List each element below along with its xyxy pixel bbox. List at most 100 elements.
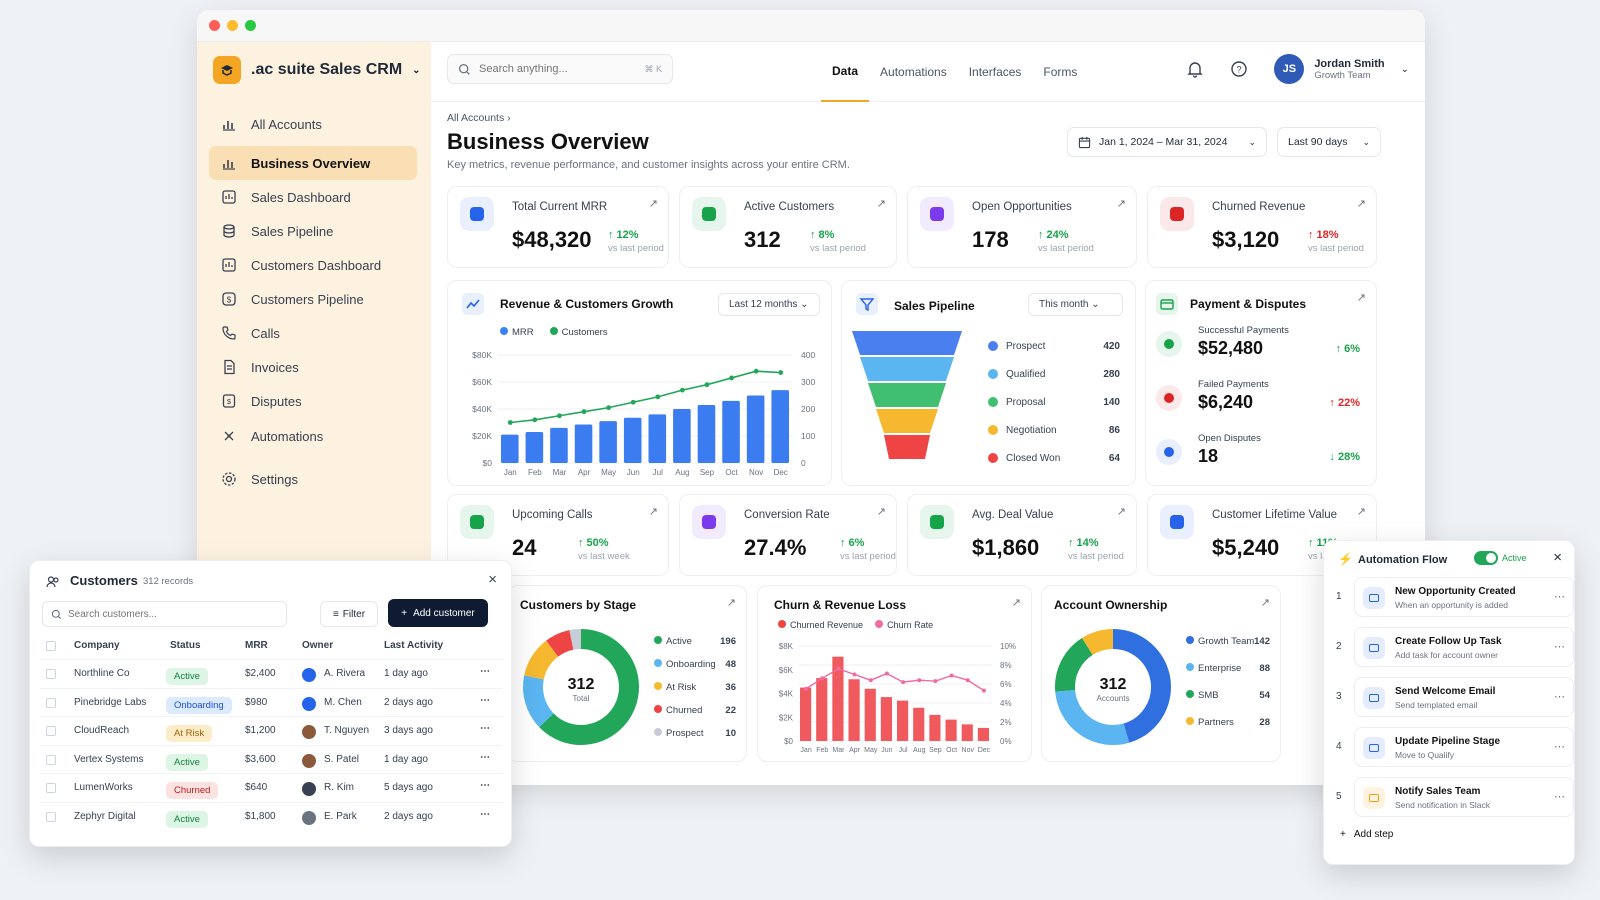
expand-icon[interactable]: ↗ (648, 198, 658, 210)
bell-icon[interactable] (1186, 60, 1204, 78)
kpi-card[interactable]: Avg. Deal Value $1,860 ↑ 14% vs last period… (907, 494, 1137, 576)
expand-icon[interactable]: ↗ (1260, 597, 1270, 609)
row-checkbox[interactable] (46, 754, 56, 765)
sidebar-item-disputes[interactable]: $ Disputes (209, 384, 417, 418)
legend-dot (654, 728, 662, 736)
owner-cell: T. Nguyen (324, 725, 370, 736)
more-icon[interactable]: ⋯ (1554, 741, 1565, 753)
table-row[interactable]: Vertex Systems Active $3,600 S. Patel 1 day … (40, 744, 502, 773)
breadcrumb-item[interactable]: All Accounts (447, 112, 505, 124)
automation-step[interactable]: Send Welcome Email Send templated email ⋯ (1354, 677, 1574, 717)
row-checkbox[interactable] (46, 669, 56, 679)
minimize-window-button[interactable] (227, 20, 238, 31)
global-search[interactable]: ⌘ K (447, 54, 673, 84)
automation-step[interactable]: Create Follow Up Task Add task for accoun… (1354, 627, 1574, 667)
sidebar-item-sales-pipeline[interactable]: Sales Pipeline (209, 214, 417, 248)
more-icon[interactable]: ⋯ (480, 751, 490, 763)
toggle-switch[interactable] (1474, 551, 1498, 565)
sidebar-item-settings[interactable]: Settings (209, 462, 417, 496)
more-icon[interactable]: ⋯ (1554, 691, 1565, 703)
expand-icon[interactable]: ↗ (1116, 198, 1126, 210)
row-checkbox[interactable] (46, 726, 56, 736)
sidebar-item-customers-dashboard[interactable]: Customers Dashboard (209, 248, 417, 282)
select-all-checkbox[interactable] (46, 641, 56, 651)
kpi-card[interactable]: Active Customers 312 ↑ 8% vs last period ↗ (679, 186, 897, 268)
expand-icon[interactable]: ↗ (876, 198, 886, 210)
expand-icon[interactable]: ↗ (1356, 292, 1366, 304)
more-icon[interactable]: ⋯ (1554, 591, 1565, 603)
avatar[interactable]: JS (1274, 54, 1305, 84)
active-toggle[interactable]: Active (1474, 551, 1527, 565)
sidebar-item-sales-dashboard[interactable]: Sales Dashboard (209, 180, 417, 214)
expand-icon[interactable]: ↗ (648, 506, 658, 518)
kpi-card[interactable]: Conversion Rate 27.4% ↑ 6% vs last period ↗ (679, 494, 897, 576)
help-icon[interactable]: ? (1230, 60, 1248, 78)
expand-icon[interactable]: ↗ (1116, 506, 1126, 518)
expand-icon[interactable]: ↗ (1356, 198, 1366, 210)
more-icon[interactable]: ⋯ (1554, 791, 1565, 803)
sidebar-item-invoices[interactable]: Invoices (209, 350, 417, 384)
automation-step[interactable]: Notify Sales Team Send notification in Sl… (1354, 777, 1574, 817)
sidebar-item-business-overview[interactable]: Business Overview (209, 146, 417, 180)
kpi-card[interactable]: Open Opportunities 178 ↑ 24% vs last period… (907, 186, 1137, 268)
kpi-card[interactable]: Churned Revenue $3,120 ↑ 18% vs last period… (1147, 186, 1377, 268)
more-icon[interactable]: ⋯ (480, 808, 490, 820)
sidebar-item-automations[interactable]: Automations (209, 419, 417, 453)
table-row[interactable]: LumenWorks Churned $640 R. Kim 5 days ago ⋯ (40, 773, 502, 801)
more-icon[interactable]: ⋯ (480, 666, 490, 677)
table-row[interactable]: Zephyr Digital Active $1,800 E. Park 2 days … (40, 801, 502, 830)
kpi-card[interactable]: Upcoming Calls 24 ↑ 50% vs last week ↗ (447, 494, 669, 576)
add-customer-button[interactable]: + Add customer (388, 599, 488, 627)
close-window-button[interactable] (209, 20, 220, 31)
workspace-switcher[interactable]: .ac suite Sales CRM ⌄ (213, 56, 421, 84)
legend-value: 196 (720, 636, 736, 647)
tab-automations[interactable]: Automations (880, 65, 947, 79)
breadcrumb[interactable]: All Accounts › (447, 112, 511, 124)
filter-button[interactable]: ≡ Filter (320, 601, 378, 627)
tab-interfaces[interactable]: Interfaces (968, 65, 1022, 79)
range-select[interactable]: Last 12 months ⌄ (718, 293, 820, 316)
more-icon[interactable]: ⋯ (1554, 641, 1565, 653)
expand-icon[interactable]: ↗ (1011, 597, 1021, 609)
column-header[interactable]: Owner (302, 640, 334, 651)
expand-icon[interactable]: ↗ (876, 506, 886, 518)
tab-forms[interactable]: Forms (1043, 65, 1078, 79)
period-select[interactable]: Last 90 days ⌄ (1277, 127, 1381, 157)
date-range-picker[interactable]: Jan 1, 2024 – Mar 31, 2024 ⌄ (1067, 127, 1267, 157)
donut-segment (1055, 689, 1130, 745)
row-checkbox[interactable] (46, 697, 56, 708)
close-icon[interactable]: × (488, 571, 497, 588)
user-menu[interactable]: ? JS Jordan Smith Growth Team ⌄ (1186, 54, 1409, 84)
row-checkbox[interactable] (46, 811, 56, 822)
sidebar-item-calls[interactable]: Calls (209, 316, 417, 350)
more-icon[interactable]: ⋯ (480, 694, 490, 706)
customers-point (655, 394, 661, 400)
kpi-value: 312 (744, 227, 781, 252)
automation-step[interactable]: New Opportunity Created When an opportuni… (1354, 577, 1574, 617)
maximize-window-button[interactable] (245, 20, 256, 31)
table-row[interactable]: Northline Co Active $2,400 A. Rivera 1 day a… (40, 659, 502, 687)
more-icon[interactable]: ⋯ (480, 780, 490, 791)
column-header[interactable]: Status (170, 640, 201, 651)
chevron-down-icon[interactable]: ⌄ (1400, 63, 1409, 75)
column-header[interactable]: MRR (245, 640, 268, 651)
expand-icon[interactable]: ↗ (726, 597, 736, 609)
expand-icon[interactable]: ↗ (1356, 506, 1366, 518)
automation-step[interactable]: Update Pipeline Stage Move to Qualify ⋯ (1354, 727, 1574, 767)
kpi-card[interactable]: Total Current MRR $48,320 ↑ 12% vs last per… (447, 186, 669, 268)
row-checkbox[interactable] (46, 783, 56, 793)
table-row[interactable]: CloudReach At Risk $1,200 T. Nguyen 3 days a… (40, 716, 502, 744)
more-icon[interactable]: ⋯ (480, 723, 490, 734)
table-row[interactable]: Pinebridge Labs Onboarding $980 M. Chen 2 da… (40, 687, 502, 716)
close-icon[interactable]: × (1553, 549, 1562, 566)
sidebar-item-customers-pipeline[interactable]: $ Customers Pipeline (209, 282, 417, 316)
customer-search-input[interactable] (68, 608, 278, 620)
range-select[interactable]: This month ⌄ (1028, 293, 1123, 316)
column-header[interactable]: Company (74, 640, 120, 651)
search-input[interactable] (479, 63, 637, 75)
add-step-button[interactable]: + Add step (1340, 829, 1393, 840)
sidebar-item-all-accounts[interactable]: All Accounts (209, 107, 417, 141)
tab-data[interactable]: Data (821, 42, 870, 102)
customer-search[interactable] (42, 601, 287, 627)
column-header[interactable]: Last Activity (384, 640, 444, 651)
